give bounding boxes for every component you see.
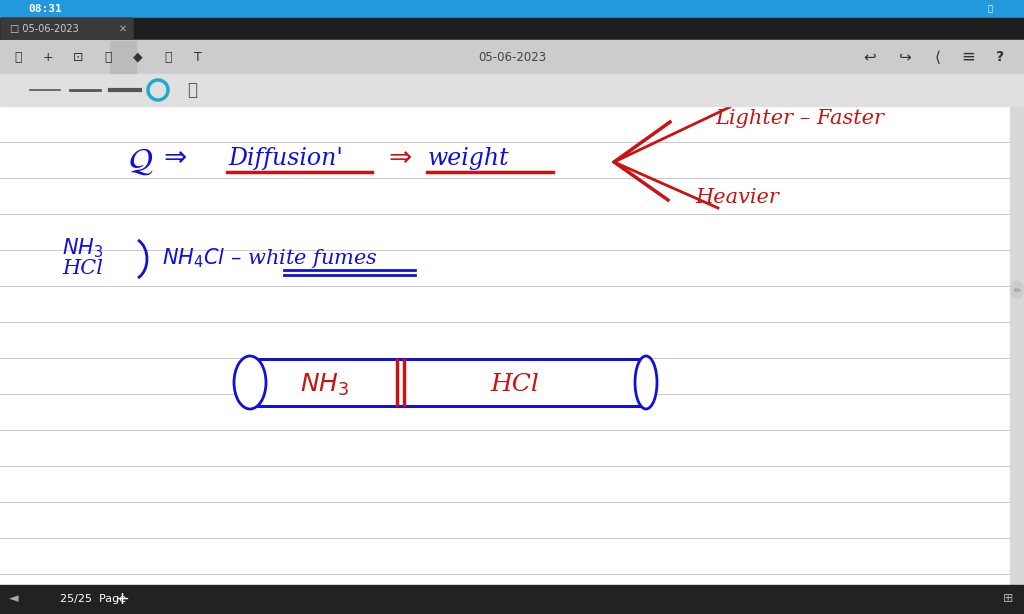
Text: ⇒: ⇒ xyxy=(164,144,186,172)
Text: $NH_4Cl$ – white fumes: $NH_4Cl$ – white fumes xyxy=(162,246,378,270)
Text: Heavier: Heavier xyxy=(695,187,779,206)
Text: +: + xyxy=(115,590,129,608)
Text: ◄: ◄ xyxy=(9,593,18,605)
Ellipse shape xyxy=(635,356,657,409)
Text: Lighter – Faster: Lighter – Faster xyxy=(715,109,884,128)
Text: $NH_3$: $NH_3$ xyxy=(62,236,103,260)
Ellipse shape xyxy=(234,356,266,409)
Bar xyxy=(0,40,1024,74)
Text: weight: weight xyxy=(428,147,510,169)
Bar xyxy=(110,41,136,73)
Bar xyxy=(248,359,642,406)
Text: ⊞: ⊞ xyxy=(1002,593,1014,605)
Text: ✕: ✕ xyxy=(119,24,127,34)
Text: ⌖: ⌖ xyxy=(164,50,172,63)
Text: ⟨: ⟨ xyxy=(935,50,941,64)
Bar xyxy=(0,585,1024,614)
Ellipse shape xyxy=(1011,281,1023,299)
Text: □ 05-06-2023: □ 05-06-2023 xyxy=(10,24,79,34)
Text: Diffusion': Diffusion' xyxy=(228,147,343,169)
Bar xyxy=(0,106,1010,585)
Text: ↪: ↪ xyxy=(899,50,911,64)
Bar xyxy=(0,0,1024,18)
Text: 📶: 📶 xyxy=(987,4,992,14)
Text: 〜: 〜 xyxy=(187,81,197,99)
Text: ↩: ↩ xyxy=(863,50,877,64)
Text: +: + xyxy=(43,50,53,63)
Text: ✏: ✏ xyxy=(1014,286,1021,295)
Bar xyxy=(0,74,1024,106)
Bar xyxy=(1010,106,1024,585)
Text: 🖊: 🖊 xyxy=(104,50,112,63)
Text: HCl: HCl xyxy=(490,373,540,396)
Text: 🖼: 🖼 xyxy=(14,50,22,63)
Text: ⊡: ⊡ xyxy=(73,50,83,63)
Text: ?: ? xyxy=(996,50,1005,64)
Text: 08:31: 08:31 xyxy=(28,4,61,14)
Text: T: T xyxy=(195,50,202,63)
Text: ◆: ◆ xyxy=(133,50,142,63)
Text: $NH_3$: $NH_3$ xyxy=(300,371,349,398)
Text: $\mathcal{Q}$: $\mathcal{Q}$ xyxy=(128,146,154,178)
FancyBboxPatch shape xyxy=(1,18,133,39)
Text: 05-06-2023: 05-06-2023 xyxy=(478,50,546,63)
Text: HCl: HCl xyxy=(62,258,102,278)
Text: 25/25  Page: 25/25 Page xyxy=(60,594,126,604)
Bar xyxy=(0,18,1024,40)
Text: ≡: ≡ xyxy=(962,48,975,66)
Text: ⇒: ⇒ xyxy=(388,144,412,172)
